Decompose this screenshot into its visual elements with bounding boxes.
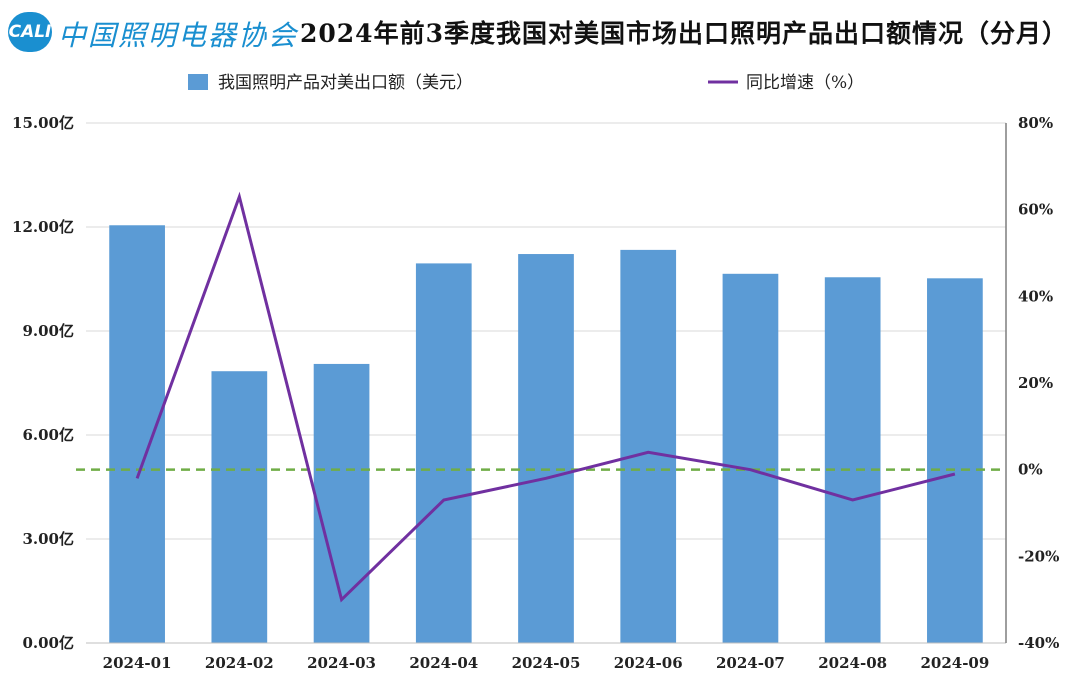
- left-tick-label: 9.00亿: [22, 322, 74, 340]
- bar: [927, 278, 983, 643]
- x-tick-label: 2024-02: [205, 654, 274, 672]
- legend-label-exports: 我国照明产品对美出口额（美元）: [218, 73, 473, 93]
- x-tick-label: 2024-08: [818, 654, 887, 672]
- x-tick-label: 2024-07: [716, 654, 785, 672]
- right-tick-label: 80%: [1018, 114, 1053, 132]
- bar: [109, 225, 165, 643]
- bar: [824, 277, 881, 643]
- right-tick-label: -20%: [1018, 547, 1059, 565]
- right-tick-label: 60%: [1018, 201, 1053, 219]
- growth-line: [135, 191, 956, 603]
- bar: [518, 254, 574, 644]
- left-tick-label: 0.00亿: [22, 634, 74, 652]
- bar: [415, 263, 472, 643]
- legend: 我国照明产品对美出口额（美元） 同比增速（%）: [188, 73, 864, 93]
- x-tick-label: 2024-01: [103, 654, 172, 672]
- right-tick-label: 20%: [1018, 374, 1053, 392]
- left-tick-label: 3.00亿: [22, 530, 74, 548]
- left-tick-label: 15.00亿: [12, 114, 74, 132]
- right-tick-label: -40%: [1018, 634, 1059, 652]
- cali-logo: CALI 中国照明电器协会: [8, 10, 298, 56]
- logo-badge: CALI: [8, 12, 52, 52]
- x-tick-label: 2024-09: [920, 654, 989, 672]
- x-tick-label: 2024-03: [307, 654, 376, 672]
- chart-title: 2024年前3季度我国对美国市场出口照明产品出口额情况（分月）: [300, 19, 1068, 48]
- right-tick-label: 40%: [1018, 287, 1053, 305]
- right-tick-label: 0%: [1018, 461, 1043, 479]
- logo-text: 中国照明电器协会: [58, 19, 299, 52]
- bar: [722, 273, 779, 643]
- left-tick-label: 6.00亿: [22, 426, 74, 444]
- growth-line-series: [135, 191, 956, 603]
- bar: [620, 249, 677, 643]
- bar-series: [109, 225, 983, 644]
- x-tick-label: 2024-04: [409, 654, 478, 672]
- bar: [211, 371, 268, 643]
- x-tick-label: 2024-05: [512, 654, 581, 672]
- legend-swatch-exports: [188, 74, 208, 90]
- x-tick-label: 2024-06: [614, 654, 683, 672]
- axes: 0.00亿 3.00亿 6.00亿 9.00亿 12.00亿 15.00亿 -40% -20%…: [12, 114, 1059, 672]
- legend-label-growth: 同比增速（%）: [746, 73, 864, 93]
- left-tick-label: 12.00亿: [12, 218, 74, 236]
